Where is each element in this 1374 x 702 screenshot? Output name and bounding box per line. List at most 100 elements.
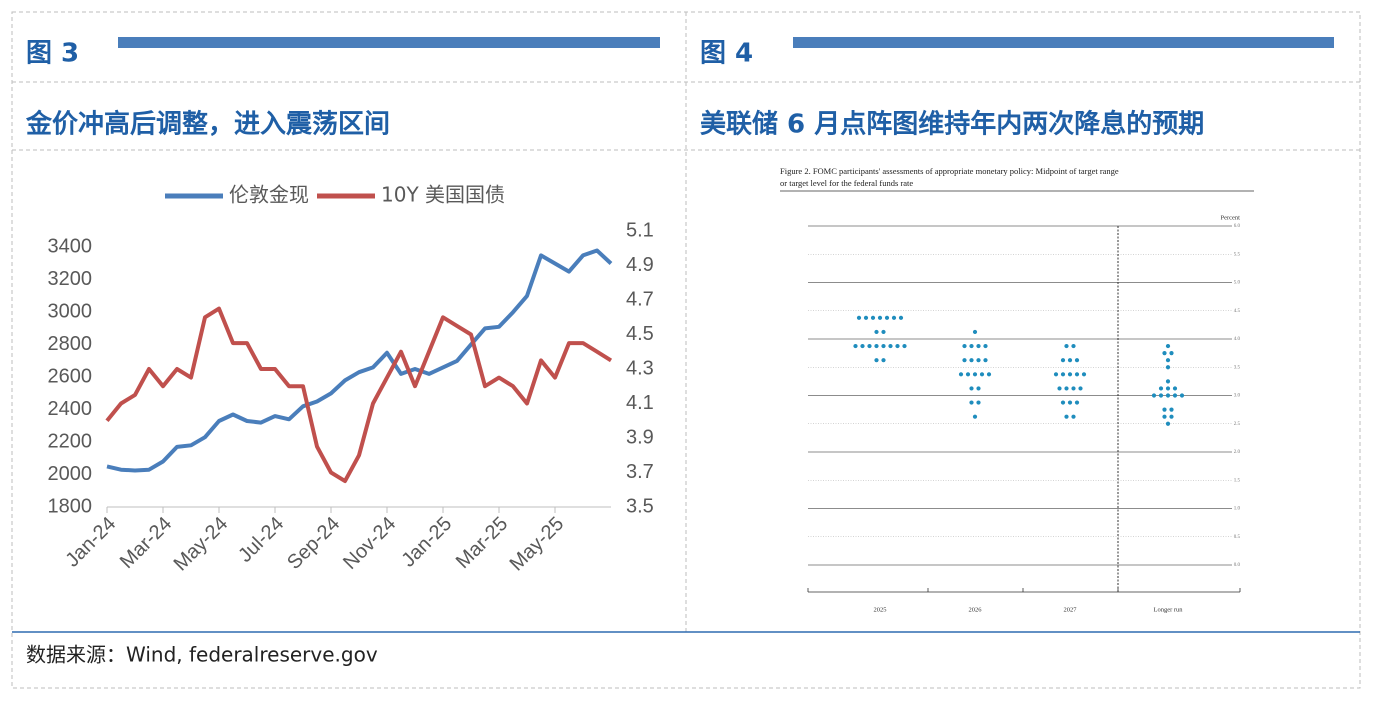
- x-tick-label: 2027: [1064, 606, 1078, 613]
- y2-tick-label: 3.5: [626, 495, 654, 517]
- y-tick-label: 3000: [48, 300, 93, 322]
- participant-dot: [1074, 372, 1080, 377]
- participant-dot: [1071, 343, 1076, 349]
- x-tick-label: May-25: [506, 513, 569, 576]
- participant-dot: [1081, 372, 1087, 377]
- y-tick-label: 3.5: [1234, 365, 1241, 370]
- participant-dot: [1162, 407, 1167, 412]
- y2-tick-label: 4.5: [626, 323, 654, 345]
- participant-dot: [1169, 414, 1174, 419]
- participant-dot: [969, 358, 974, 363]
- y2-tick-label: 3.9: [626, 426, 654, 448]
- participant-dot: [853, 343, 858, 349]
- series-line: [106, 248, 613, 473]
- y-tick-label: 0.0: [1234, 563, 1241, 568]
- participant-dot: [1064, 343, 1069, 349]
- participant-dot: [979, 372, 985, 377]
- participant-dot: [976, 400, 981, 405]
- participant-dot: [1060, 400, 1066, 405]
- participant-dot: [1067, 372, 1073, 377]
- y2-tick-label: 4.9: [626, 254, 654, 276]
- participant-dot: [962, 343, 967, 349]
- dot-plot: Figure 2. FOMC participants' assessments…: [780, 166, 1254, 613]
- participant-dot: [976, 386, 981, 391]
- participant-dot: [1074, 358, 1080, 363]
- participant-dot: [1162, 414, 1167, 419]
- y-tick-label: 2000: [48, 463, 93, 485]
- y-tick-label: 2200: [48, 430, 93, 452]
- gold-yield-chart: 1800 2000 2200 2400 2600 2800 3000 3200 3400 3.5 3…: [48, 183, 654, 576]
- participant-dot: [1067, 400, 1073, 405]
- participant-dot: [962, 358, 967, 363]
- y-tick-label: 2.0: [1234, 450, 1241, 455]
- legend-label: 10Y 美国国债: [381, 183, 505, 207]
- participant-dot: [1165, 421, 1171, 426]
- x-tick-label: Sep-24: [283, 513, 344, 574]
- source-note: 数据来源：Wind, federalreserve.gov: [26, 643, 378, 667]
- participant-dot: [1172, 393, 1178, 398]
- participant-dot: [965, 372, 971, 377]
- figure-caption: or target level for the federal funds ra…: [780, 178, 913, 188]
- participant-dot: [983, 358, 988, 363]
- participant-dot: [972, 329, 978, 335]
- y-tick-label: 2400: [48, 398, 93, 420]
- participant-dot: [867, 343, 872, 349]
- participant-dot: [1078, 386, 1083, 391]
- y-tick-label: 4.5: [1234, 309, 1241, 314]
- figure-title: 金价冲高后调整，进入震荡区间: [25, 109, 390, 140]
- participant-dot: [881, 358, 886, 363]
- participant-dot: [1158, 393, 1164, 398]
- participant-dot: [1169, 351, 1174, 356]
- participant-dot: [902, 343, 907, 349]
- participant-dot: [1169, 407, 1174, 412]
- participant-dot: [870, 315, 876, 320]
- participant-dot: [1060, 358, 1066, 363]
- participant-dot: [874, 358, 879, 363]
- y-tick-label: 1.5: [1234, 478, 1241, 483]
- x-tick-label: Jan-24: [61, 513, 120, 572]
- participant-dot: [898, 315, 904, 320]
- participant-dot: [863, 315, 869, 320]
- participant-dot: [874, 329, 879, 335]
- participant-dot: [1071, 414, 1076, 419]
- participant-dot: [986, 372, 992, 377]
- legend-label: 伦敦金现: [229, 183, 309, 207]
- x-tick-label: Jul-24: [234, 513, 288, 567]
- participant-dot: [884, 315, 890, 320]
- y-tick-label: 2800: [48, 333, 93, 355]
- series-line: [105, 306, 613, 484]
- y-tick-label: 4.0: [1234, 337, 1241, 342]
- participant-dot: [976, 343, 981, 349]
- figure-label: 图 3: [26, 39, 79, 69]
- participant-dot: [976, 358, 981, 363]
- participant-dot: [1074, 400, 1080, 405]
- participant-dot: [877, 315, 883, 320]
- y2-tick-label: 5.1: [626, 219, 654, 241]
- participant-dot: [856, 315, 862, 320]
- x-tick-label: 2026: [969, 606, 983, 613]
- figure-label: 图 4: [700, 39, 753, 69]
- figure-caption: Figure 2. FOMC participants' assessments…: [780, 166, 1119, 176]
- participant-dot: [972, 414, 978, 419]
- y2-tick-label: 3.7: [626, 461, 654, 483]
- participant-dot: [1165, 393, 1171, 398]
- frame: [11, 11, 1361, 689]
- x-tick-label: Longer run: [1153, 606, 1183, 613]
- participant-dot: [972, 372, 978, 377]
- participant-dot: [881, 329, 886, 335]
- figure-title: 美联储 6 月点阵图维持年内两次降息的预期: [700, 109, 1204, 140]
- participant-dot: [969, 343, 974, 349]
- y2-tick-label: 4.1: [626, 392, 654, 414]
- y-tick-label: 2.5: [1234, 422, 1241, 427]
- participant-dot: [958, 372, 964, 377]
- y-tick-label: 5.0: [1234, 281, 1241, 286]
- y-tick-label: 3.0: [1234, 394, 1241, 399]
- y-tick-label: 2600: [48, 365, 93, 387]
- participant-dot: [1165, 379, 1171, 384]
- participant-dot: [1064, 386, 1069, 391]
- y-tick-label: 3200: [48, 268, 93, 290]
- y-tick-label: 0.5: [1234, 535, 1241, 540]
- y-tick-label: 3400: [48, 236, 93, 258]
- participant-dot: [1151, 393, 1157, 398]
